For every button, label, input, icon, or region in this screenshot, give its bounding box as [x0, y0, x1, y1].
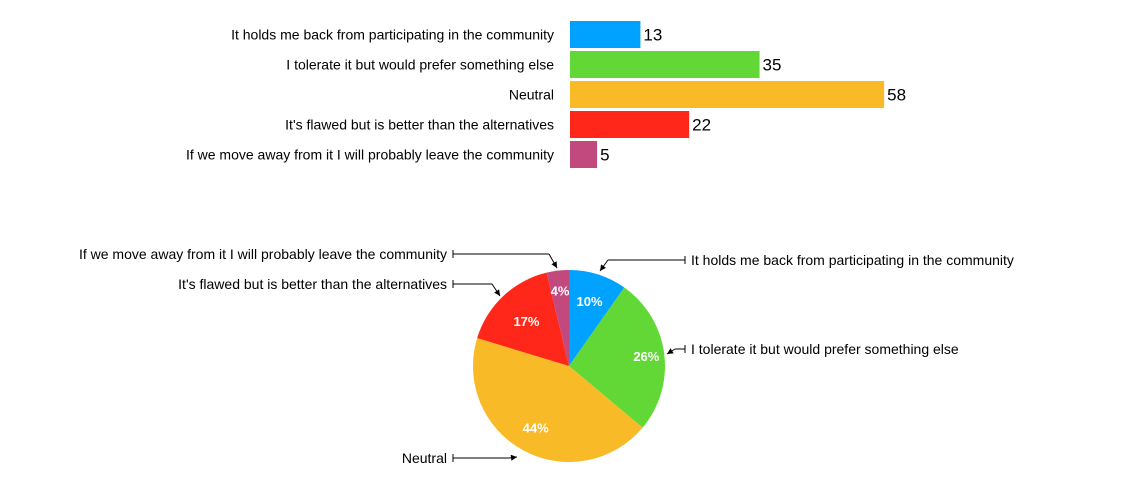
pie-callout: Neutral — [402, 450, 518, 466]
bar-value-label: 13 — [643, 26, 662, 45]
pie-category-label: If we move away from it I will probably … — [79, 246, 447, 262]
bar-category-label: It's flawed but is better than the alter… — [285, 117, 554, 133]
pie-category-label: It's flawed but is better than the alter… — [178, 276, 447, 292]
pie-callout: It's flawed but is better than the alter… — [178, 276, 501, 297]
bar — [570, 51, 760, 78]
callout-arrowhead — [494, 289, 500, 296]
pie-percent-label: 17% — [513, 314, 539, 329]
bar-value-label: 35 — [763, 56, 782, 75]
pie-callout: If we move away from it I will probably … — [79, 246, 558, 269]
bar — [570, 111, 690, 138]
bar — [570, 81, 885, 108]
bar-value-label: 58 — [887, 86, 906, 105]
bar-category-label: I tolerate it but would prefer something… — [286, 57, 554, 73]
pie-percent-label: 4% — [551, 284, 570, 299]
bar — [570, 141, 598, 168]
callout-arrowhead — [600, 264, 606, 271]
pie-percent-label: 26% — [633, 349, 659, 364]
bar-category-label: It holds me back from participating in t… — [231, 27, 554, 43]
pie-callout: I tolerate it but would prefer something… — [666, 341, 959, 357]
pie-slice — [569, 287, 665, 428]
bar-category-label: Neutral — [509, 87, 554, 103]
pie-percent-label: 44% — [523, 421, 549, 436]
pie-category-label: It holds me back from participating in t… — [691, 252, 1014, 268]
pie-category-label: I tolerate it but would prefer something… — [691, 341, 959, 357]
pie-category-label: Neutral — [402, 450, 447, 466]
bar-chart: It holds me back from participating in t… — [186, 21, 906, 168]
callout-arrowhead — [510, 454, 517, 461]
callout-arrowhead — [551, 261, 557, 268]
pie-callout: It holds me back from participating in t… — [599, 252, 1014, 272]
bar-value-label: 22 — [692, 116, 711, 135]
pie-slice — [472, 338, 643, 463]
bar — [570, 21, 641, 48]
pie-percent-label: 10% — [577, 294, 603, 309]
pie-slice — [546, 270, 569, 366]
callout-arrowhead — [667, 348, 674, 354]
pie-chart: 10% 26% 44% 17% 4% It holds me back from part… — [79, 246, 1014, 466]
pie-slice — [569, 270, 625, 366]
bar-category-label: If we move away from it I will probably … — [186, 147, 554, 163]
pie-slice — [477, 272, 569, 366]
bar-value-label: 5 — [600, 146, 609, 165]
